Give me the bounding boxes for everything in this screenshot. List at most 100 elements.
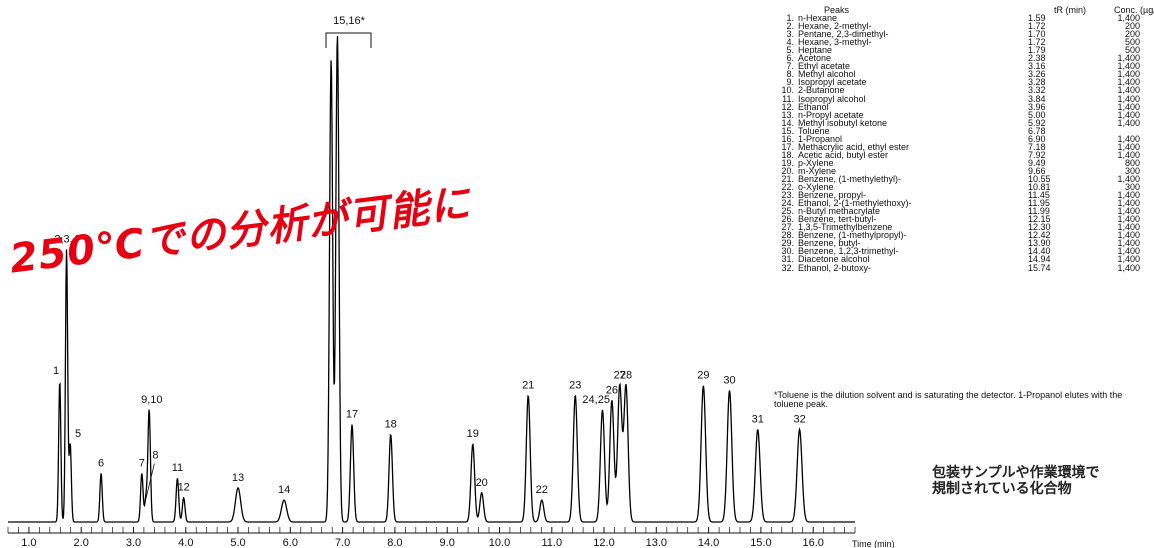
peak-table-row: 3. Pentane, 2,3-dimethyl- 1.70 200: [772, 29, 1154, 40]
peak-number: 29.: [781, 238, 794, 249]
peak-name: Acetone: [798, 53, 832, 64]
concentration: 1,400: [1117, 214, 1140, 225]
peak-table-row: 23. Benzene, propyl- 11.45 1,400: [772, 190, 1154, 201]
note-line-1: 包装サンプルや作業環境で: [932, 465, 1100, 481]
concentration: 1,400: [1117, 246, 1140, 257]
peak-number: 25.: [781, 206, 794, 217]
peak-table: Peaks tR (min) Conc. (µg/mL) 1.n-Hexane1…: [772, 5, 1154, 273]
retention-time: 3.16: [1028, 61, 1046, 72]
peak-table-row: 7. Ethyl acetate 3.16 1,400: [772, 61, 1154, 72]
x-tick-label: 16.0: [802, 537, 823, 548]
peak-label: 24,25: [582, 394, 610, 406]
peak-table-row: 20. m-Xylene 9.66 300: [772, 165, 1154, 176]
peak-name: o-Xylene: [798, 182, 834, 193]
peak-label: 29: [697, 370, 709, 382]
peak-label: 26: [606, 384, 618, 396]
peak-name: Benzene, butyl-: [798, 238, 861, 249]
concentration: 1,400: [1117, 109, 1140, 120]
peak-label: 28: [620, 370, 632, 382]
peak-number: 31.: [781, 254, 794, 265]
concentration: 1,400: [1117, 13, 1140, 24]
peak-label: 18: [385, 418, 397, 430]
retention-time: 5.00: [1028, 109, 1046, 120]
peak-label: 19: [467, 428, 479, 440]
peak-label: 30: [723, 375, 735, 387]
peak-name: 1,3,5-Trimethylbenzene: [798, 222, 893, 233]
concentration: 1,400: [1117, 77, 1140, 88]
concentration: 500: [1124, 37, 1140, 48]
peak-name: Hexane, 2-methyl-: [798, 21, 872, 32]
peak-name: Isopropyl acetate: [798, 77, 867, 88]
peak-table-header: Peaks tR (min) Conc. (µg/mL): [772, 5, 1154, 14]
solvent-peak-bracket: 15,16*: [325, 15, 372, 48]
regulated-compounds-note: 包装サンプルや作業環境で 規制されている化合物: [932, 465, 1100, 497]
peak-name: n-Hexane: [798, 13, 838, 24]
peak-name: Pentane, 2,3-dimethyl-: [798, 29, 889, 40]
peak-table-row: 29. Benzene, butyl- 13.90 1,400: [772, 238, 1154, 249]
peak-label: 23: [569, 379, 581, 391]
peak-name: Methyl isobutyl ketone: [798, 117, 888, 128]
concentration: 1,400: [1117, 117, 1140, 128]
peak-table-row: 8. Methyl alcohol 3.26 1,400: [772, 69, 1154, 80]
concentration: 200: [1124, 21, 1140, 32]
peak-table-row: 9. Isopropyl acetate 3.28 1,400: [772, 77, 1154, 88]
x-tick-label: 8.0: [387, 537, 402, 548]
x-tick-label: 12.0: [593, 537, 614, 548]
peak-label: 27: [614, 370, 626, 382]
peak-number: 9.: [786, 77, 794, 88]
peak-name: Acetic acid, butyl ester: [798, 149, 889, 160]
peak-number: 3.: [786, 29, 794, 40]
peak-number: 30.: [781, 246, 794, 257]
x-axis: 1.0 2.0 3.0 4.0 5.0 6.0 7.0 8.0 9.0 10.0 11.0 12.0 1…: [7, 527, 895, 548]
peak-table-row: 1. n-Hexane 1.59 1,400: [772, 13, 1154, 24]
peak-label: 21: [522, 379, 534, 391]
peak-table-row: 19. p-Xylene 9.49 800: [772, 157, 1154, 168]
peak-label: 32: [793, 414, 805, 426]
peak-table-row: 31. Diacetone alcohol 14.94 1,400: [772, 254, 1154, 265]
peak-name: Ethanol, 2-(1-methylethoxy)-: [798, 198, 912, 209]
x-tick-label: 4.0: [178, 537, 193, 548]
peak-name: Methacrylic acid, ethyl ester: [798, 141, 910, 152]
peak-label: 11: [172, 462, 183, 474]
retention-time: 7.92: [1028, 149, 1046, 160]
peak-table-row: 24. Ethanol, 2-(1-methylethoxy)- 11.95 1,40…: [772, 198, 1154, 209]
peak-name: Benzene, 1,2,3-trimethyl-: [798, 246, 899, 257]
x-tick-label: 15.0: [750, 537, 771, 548]
peak-table-row: 27. 1,3,5-Trimethylbenzene 12.30 1,400: [772, 222, 1154, 233]
retention-time: 5.92: [1028, 117, 1046, 128]
headline-banner: 250℃での分析が可能に: [0, 92, 540, 282]
peak-number: 23.: [781, 190, 794, 201]
retention-time: 1.72: [1028, 21, 1046, 32]
peak-number: 27.: [781, 222, 794, 233]
peak-number: 21.: [781, 173, 794, 184]
peak-table-row: 6. Acetone 2.38 1,400: [772, 53, 1154, 64]
x-tick-label: 10.0: [489, 537, 510, 548]
peak-table-row: 11. Isopropyl alcohol 3.84 1,400: [772, 94, 1154, 103]
peak-name: Ethanol: [798, 101, 829, 112]
retention-time: 11.95: [1028, 198, 1050, 209]
peak-name: Methyl alcohol: [798, 69, 856, 80]
peak-table-row: 13. n-Propyl acetate 5.00 1,400: [772, 109, 1154, 120]
peak-name: p-Xylene: [798, 157, 834, 168]
peak-number: 7.: [786, 61, 794, 72]
x-tick-label: 6.0: [283, 537, 298, 548]
peak-table-row: 30. Benzene, 1,2,3-trimethyl- 14.40 1,400: [772, 246, 1154, 257]
x-tick-label: 1.0: [21, 537, 36, 548]
peak-label: 7: [139, 457, 145, 469]
peak-number: 4.: [786, 37, 794, 48]
peak-name: m-Xylene: [798, 165, 837, 176]
peak-name: Diacetone alcohol: [798, 254, 870, 265]
chromatogram-trace: [8, 36, 855, 523]
retention-time: 13.90: [1028, 238, 1051, 249]
peak-name: Benzene, (1-methylethyl)-: [798, 173, 902, 184]
peak-label: 2,3,4: [54, 233, 78, 245]
peak-name: Ethanol, 2-butoxy-: [798, 262, 872, 273]
retention-time: 14.40: [1028, 246, 1051, 257]
retention-time: 9.66: [1028, 165, 1046, 176]
concentration: 1,400: [1117, 69, 1140, 80]
peak-number: 17.: [781, 141, 794, 152]
retention-time: 12.30: [1028, 222, 1051, 233]
retention-time: 14.94: [1028, 254, 1051, 265]
peak-name: Heptane: [798, 45, 833, 56]
